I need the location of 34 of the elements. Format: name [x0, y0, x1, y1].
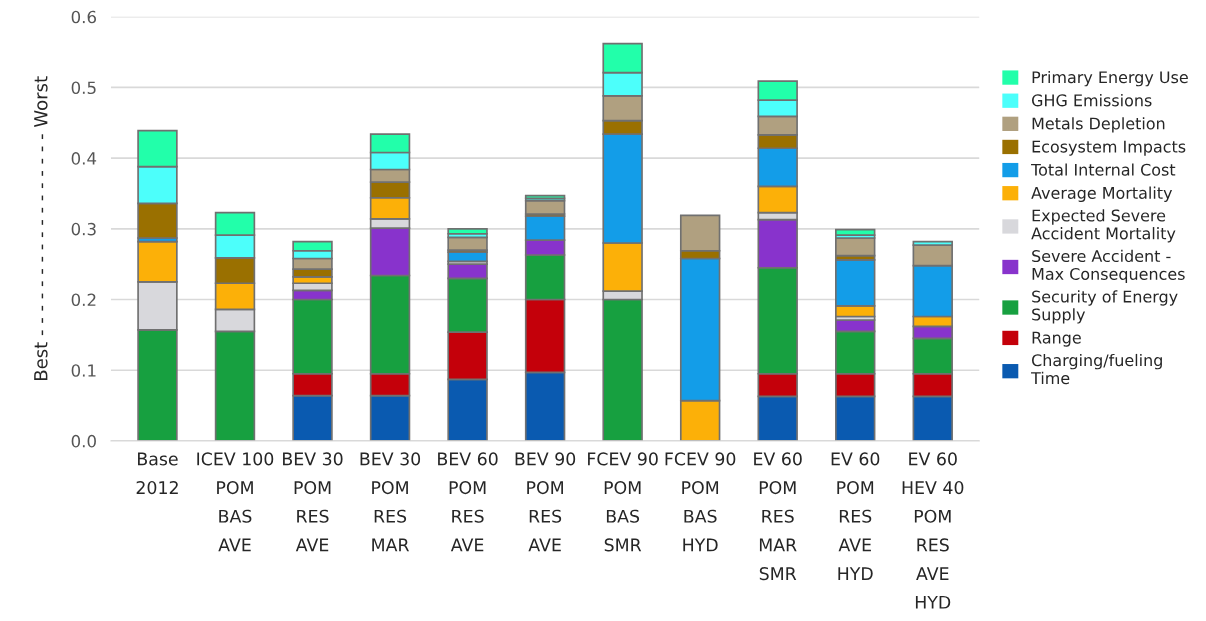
y-tick-label: 0.2: [71, 293, 96, 307]
y-tick-label: 0.3: [71, 222, 96, 236]
legend-label: Expected Severe Accident Mortality: [1031, 209, 1176, 243]
legend-label: Average Mortality: [1031, 186, 1173, 202]
legend-label: Total Internal Cost: [1031, 163, 1176, 176]
legend-label: Severe Accident - Max Consequences: [1032, 249, 1185, 284]
x-tick-label: FCEV 90 POM BAS SMR: [588, 452, 658, 552]
y-tick-label: 0.1: [71, 364, 96, 377]
x-tick-label: FCEV 90 POM BAS HYD: [665, 452, 736, 552]
legend-label: GHG Emissions: [1031, 94, 1152, 107]
legend-label: Charging/fueling Time: [1031, 353, 1162, 385]
y-tick-label: 0.6: [71, 10, 97, 24]
x-tick-label: BEV 30 POM RES MAR: [360, 452, 421, 552]
legend-label: Range: [1032, 331, 1081, 347]
x-tick-label: ICEV 100 POM BAS AVE: [197, 452, 274, 552]
y-axis-title: Best - - - - - - - - - - - - - - - - - Worst: [34, 76, 48, 380]
x-tick-label: EV 60 POM RES MAR SMR: [754, 452, 802, 581]
x-tick-label: BEV 90 POM RES AVE: [515, 452, 576, 552]
bar: [447, 228, 488, 235]
legend-label: Security of Energy Supply: [1032, 290, 1178, 324]
legend-label: Ecosystem Impacts: [1032, 140, 1186, 156]
legend-label: Metals Depletion: [1032, 117, 1165, 133]
x-tick-label: EV 60 POM RES AVE HYD: [831, 452, 880, 580]
bar: [447, 236, 488, 251]
y-tick-label: 0.4: [71, 152, 97, 165]
x-tick-label: BEV 30 POM RES AVE: [283, 452, 343, 552]
bar: [835, 228, 876, 237]
y-tick-label: 0.0: [71, 434, 96, 448]
legend-label: Primary Energy Use: [1032, 70, 1188, 87]
bar: [835, 237, 876, 257]
y-tick-label: 0.5: [71, 81, 96, 95]
x-tick-label: Base 2012: [136, 452, 178, 495]
x-tick-label: BEV 60 POM RES AVE: [438, 452, 498, 552]
x-tick-label: EV 60 HEV 40 POM RES AVE HYD: [902, 452, 964, 609]
